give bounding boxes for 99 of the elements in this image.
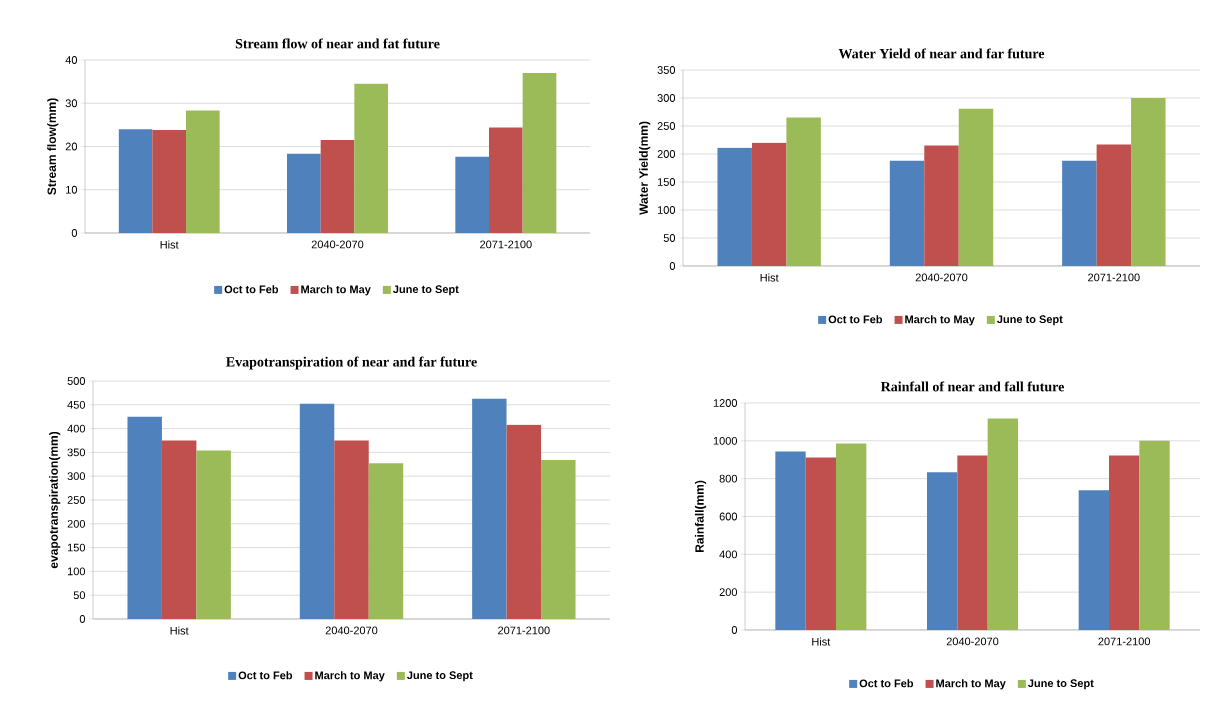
y-tick-label: 100 (67, 567, 86, 576)
y-tick-label: 100 (657, 206, 676, 214)
chart-title: Stream flow of near and fat future (235, 38, 440, 49)
bar (987, 418, 1018, 630)
legend-label: June to Sept (1028, 679, 1094, 690)
x-tick-label: Hist (170, 626, 189, 635)
bar (287, 153, 321, 233)
x-tick-label: 2040-2070 (946, 637, 999, 646)
y-tick-label: 250 (67, 496, 86, 504)
legend-label: Oct to Feb (238, 671, 293, 680)
y-axis-title: Rainfall(mm) (694, 480, 707, 553)
bar (196, 450, 231, 619)
y-tick-label: 200 (719, 588, 738, 597)
legend-label: March to May (301, 285, 371, 296)
bar (924, 145, 959, 266)
x-tick-label: 2071-2100 (1098, 637, 1151, 646)
y-tick-label: 50 (73, 591, 86, 600)
bar (152, 130, 187, 233)
y-tick-label: 30 (65, 99, 78, 108)
x-tick-label: 2071-2100 (1088, 273, 1140, 282)
bar (118, 129, 153, 233)
y-tick-label: 500 (67, 377, 86, 385)
legend-label: Oct to Feb (859, 679, 914, 688)
bar (354, 83, 388, 233)
chart-title: Water Yield of near and far future (838, 48, 1045, 59)
y-tick-label: 800 (719, 474, 738, 483)
bar (455, 156, 489, 233)
y-tick-label: 200 (657, 150, 676, 158)
bar (751, 142, 787, 266)
bar (334, 440, 369, 619)
bar (320, 140, 355, 233)
y-tick-label: 300 (67, 472, 86, 481)
chart-title: Rainfall of near and fall future (880, 381, 1064, 392)
bar (472, 398, 507, 619)
bar (1062, 160, 1097, 266)
bar (541, 460, 576, 619)
bar (161, 440, 197, 619)
bar (1131, 97, 1166, 266)
legend-label: June to Sept (997, 315, 1063, 326)
y-tick-label: 400 (719, 550, 738, 559)
y-tick-label: 600 (719, 512, 738, 521)
bar (1109, 455, 1140, 630)
y-tick-label: 150 (67, 543, 86, 552)
bar (717, 147, 752, 266)
bar (775, 451, 806, 630)
y-tick-label: 350 (67, 448, 86, 457)
y-tick-label: 40 (65, 56, 78, 64)
y-tick-label: 1000 (713, 436, 738, 445)
x-tick-label: Hist (760, 273, 779, 282)
bar (786, 117, 821, 266)
bar (506, 424, 542, 619)
legend-label: March to May (315, 671, 385, 682)
bar (489, 127, 523, 233)
y-axis-title: Water Yield(mm) (639, 121, 651, 215)
bar (299, 403, 335, 619)
y-tick-label: 20 (65, 142, 78, 151)
x-tick-label: 2071-2100 (498, 626, 550, 635)
y-tick-label: 250 (657, 122, 676, 130)
bar (1096, 144, 1132, 266)
y-tick-label: 400 (67, 424, 86, 433)
x-tick-label: 2071-2100 (480, 240, 532, 249)
bar (522, 72, 557, 233)
y-tick-label: 0 (71, 229, 78, 237)
x-tick-label: Hist (812, 637, 831, 646)
legend-label: March to May (936, 679, 1006, 690)
bar (889, 160, 925, 266)
y-tick-label: 0 (731, 626, 738, 634)
x-tick-label: 2040-2070 (325, 626, 378, 635)
x-tick-label: 2040-2070 (915, 273, 968, 282)
y-tick-label: 10 (66, 185, 78, 194)
bar (805, 457, 836, 630)
bar (836, 443, 867, 630)
bar (368, 463, 404, 619)
bar (1078, 490, 1109, 630)
chart-title: Evapotranspiration of near and far future (226, 356, 477, 370)
legend-label: Oct to Feb (828, 315, 883, 324)
x-tick-label: 2040-2070 (311, 240, 364, 249)
y-tick-label: 0 (79, 615, 86, 623)
bar (927, 472, 958, 630)
y-tick-label: 350 (657, 66, 676, 74)
bar (186, 110, 220, 233)
legend-label: June to Sept (393, 285, 459, 296)
y-tick-label: 1200 (713, 399, 738, 407)
x-tick-label: Hist (160, 240, 179, 249)
legend-label: June to Sept (407, 671, 473, 682)
bar (127, 416, 162, 619)
legend-label: Oct to Feb (224, 285, 279, 294)
legend-label: March to May (905, 315, 975, 326)
y-axis-title: evapotranspiration(mm) (49, 431, 61, 569)
y-axis-title: Stream flow(mm) (47, 98, 59, 195)
bar (958, 108, 994, 266)
y-tick-label: 150 (657, 178, 676, 186)
y-tick-label: 200 (67, 519, 86, 528)
y-tick-label: 300 (657, 94, 676, 102)
bar (957, 455, 988, 630)
y-tick-label: 50 (663, 234, 676, 242)
y-tick-label: 450 (67, 400, 86, 409)
y-tick-label: 0 (669, 262, 676, 270)
bar (1139, 440, 1170, 630)
